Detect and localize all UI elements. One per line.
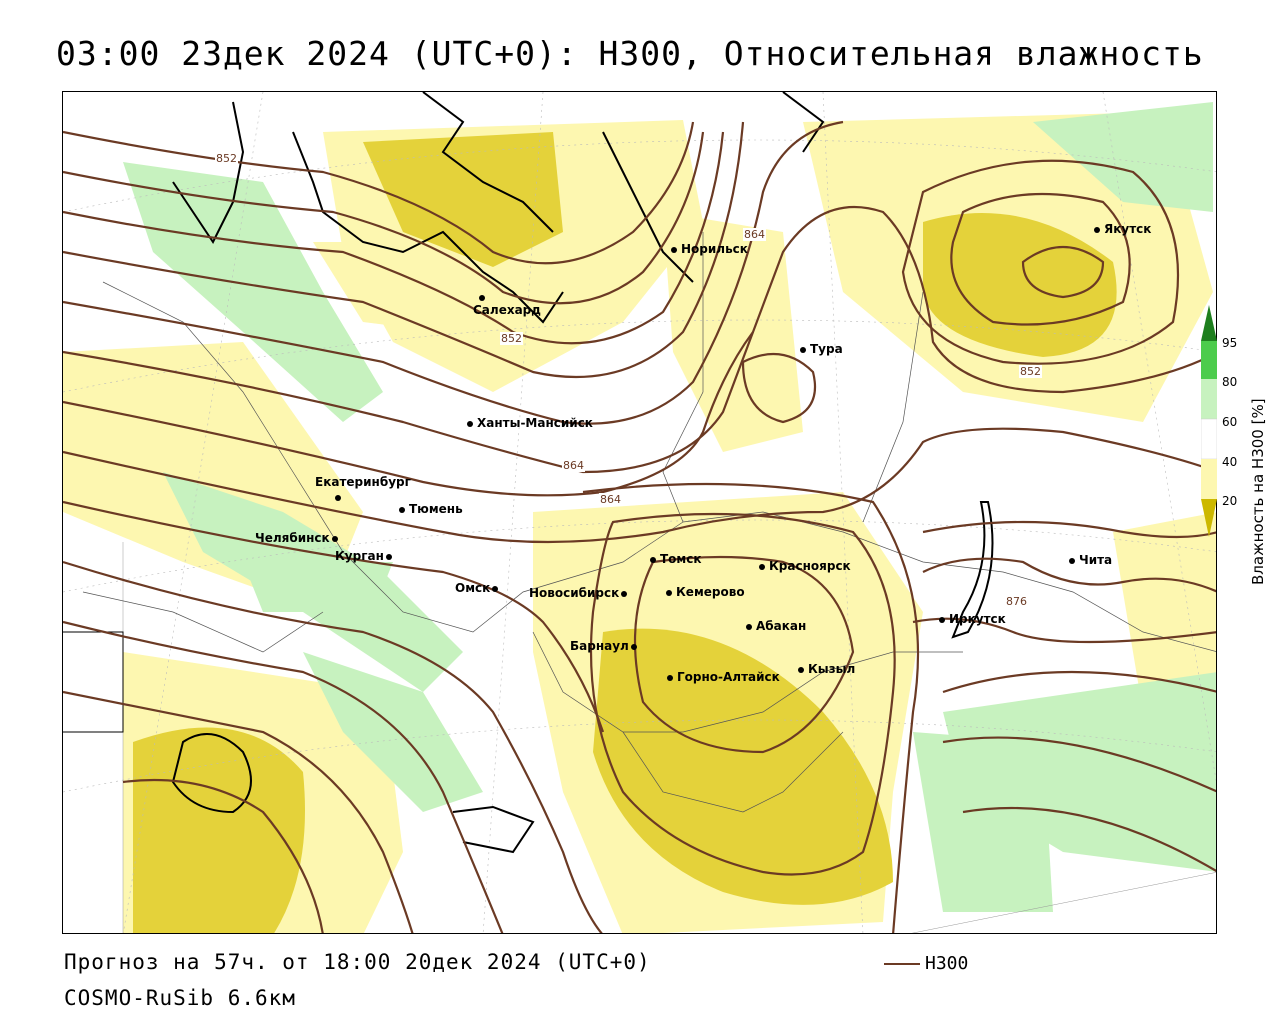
city-label: Норильск <box>681 242 748 256</box>
city-label: Абакан <box>756 619 807 633</box>
city-gorno-altaysk: Горно-Алтайск <box>667 670 780 684</box>
colorbar-tick: 60 <box>1222 415 1238 429</box>
humidity-colorbar <box>1201 305 1217 537</box>
city-dot <box>746 623 752 630</box>
h300-legend-label: H300 <box>925 953 969 974</box>
city-label: Якутск <box>1104 222 1152 236</box>
contour-label: 864 <box>562 459 585 472</box>
colorbar-tick: 20 <box>1222 494 1238 508</box>
city-irkutsk: Иркутск <box>939 612 1006 626</box>
contour-label: 876 <box>1005 595 1028 608</box>
contour-label: 852 <box>1019 365 1042 378</box>
city-kyzyl: Кызыл <box>798 662 855 676</box>
city-dot <box>399 506 405 513</box>
city-dot <box>666 589 672 596</box>
forecast-map: 852 852 864 864 864 852 876 Якутск Норил… <box>62 91 1217 934</box>
city-dot <box>621 590 628 597</box>
city-label: Барнаул <box>570 639 629 653</box>
contour-label: 852 <box>500 332 523 345</box>
city-label-yekaterinburg: Екатеринбург <box>315 475 411 489</box>
city-dot <box>939 616 945 623</box>
city-dot <box>1094 226 1100 233</box>
city-tyumen: Тюмень <box>399 502 463 516</box>
city-yakutsk: Якутск <box>1094 222 1151 236</box>
colorbar-tick: 40 <box>1222 455 1238 469</box>
city-dot <box>331 535 338 542</box>
city-novosibirsk: Новосибирск <box>529 586 631 600</box>
city-tomsk: Томск <box>650 552 702 566</box>
city-krasnoyarsk: Красноярск <box>759 559 851 573</box>
city-dot <box>479 294 485 301</box>
model-info: COSMO-RuSib 6.6км <box>64 986 296 1010</box>
city-label: Ханты-Мансийск <box>477 416 593 430</box>
city-abakan: Абакан <box>746 619 806 633</box>
city-dot <box>759 563 765 570</box>
city-barnaul: Барнаул <box>570 639 641 653</box>
city-label: Красноярск <box>769 559 851 573</box>
city-label: Томск <box>660 552 702 566</box>
colorbar-gt95 <box>1201 305 1217 341</box>
city-label: Тура <box>810 342 843 356</box>
h300-contours <box>63 120 1216 933</box>
city-label: Омск <box>455 581 491 595</box>
city-dot <box>335 494 341 501</box>
h300-legend-line <box>884 963 920 965</box>
city-tura: Тура <box>800 342 843 356</box>
city-label: Тюмень <box>409 502 463 516</box>
city-label: Кемерово <box>676 585 745 599</box>
city-dot <box>1069 557 1075 564</box>
moist-zones <box>123 102 1216 912</box>
city-omsk: Омск <box>455 581 502 595</box>
colorbar-title: Влажность на H300 [%] <box>1249 398 1267 585</box>
city-khanty-mansiysk: Ханты-Мансийск <box>467 416 593 430</box>
colorbar-20-40 <box>1201 459 1217 499</box>
city-dot <box>667 674 673 681</box>
contour-label: 852 <box>215 152 238 165</box>
map-title: 03:00 23дек 2024 (UTC+0): H300, Относите… <box>56 34 1204 73</box>
forecast-info: Прогноз на 57ч. от 18:00 20дек 2024 (UTC… <box>64 950 651 974</box>
contour-label: 864 <box>743 228 766 241</box>
admin-borders <box>82 232 1216 813</box>
city-dot <box>492 585 499 592</box>
city-dot <box>467 420 473 427</box>
city-salekhard <box>479 290 489 304</box>
city-dot <box>800 346 806 353</box>
city-label: Кызыл <box>808 662 856 676</box>
city-dot <box>630 643 637 650</box>
city-kemerovo: Кемерово <box>666 585 745 599</box>
colorbar-80-95 <box>1201 341 1217 379</box>
city-label: Курган <box>335 549 384 563</box>
city-label: Чита <box>1079 553 1113 567</box>
coastlines <box>171 92 994 854</box>
city-norilsk: Норильск <box>671 242 748 256</box>
very-dry-zones <box>133 132 1117 933</box>
colorbar-40-60 <box>1201 418 1217 460</box>
colorbar-60-80 <box>1201 379 1217 419</box>
city-label: Салехард <box>473 303 541 317</box>
contour-label: 864 <box>599 493 622 506</box>
colorbar-tick: 95 <box>1222 336 1238 350</box>
city-label: Екатеринбург <box>315 475 411 489</box>
city-dot <box>798 666 804 673</box>
map-canvas <box>63 92 1216 933</box>
city-label: Новосибирск <box>529 586 620 600</box>
city-chita: Чита <box>1069 553 1112 567</box>
city-salekhard-label: Салехард <box>473 303 541 317</box>
city-label: Горно-Алтайск <box>677 670 780 684</box>
city-chelyabinsk: Челябинск <box>255 531 342 545</box>
city-yekaterinburg <box>335 490 345 504</box>
colorbar-lt20 <box>1201 499 1217 537</box>
colorbar-tick: 80 <box>1222 375 1238 389</box>
city-dot <box>650 556 656 563</box>
city-label: Челябинск <box>255 531 330 545</box>
city-dot <box>671 246 677 253</box>
graticule <box>63 92 1216 933</box>
city-kurgan: Курган <box>335 549 396 563</box>
city-label: Иркутск <box>949 612 1006 626</box>
city-dot <box>385 553 392 560</box>
